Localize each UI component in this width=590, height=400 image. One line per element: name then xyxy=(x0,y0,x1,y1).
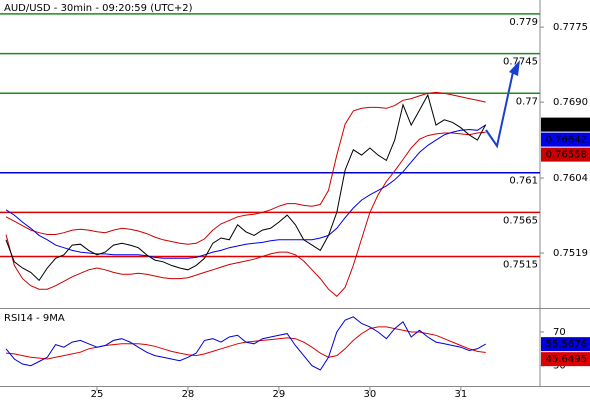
last-value-label: 0.76645 xyxy=(546,120,587,131)
level-label: 0.7745 xyxy=(503,57,538,68)
last-value-badge xyxy=(541,352,590,367)
level-label: 0.761 xyxy=(509,176,538,187)
level-label: 0.7565 xyxy=(503,215,538,226)
last-value-badge xyxy=(541,117,590,132)
chart-title: AUD/USD - 30min - 09:20:59 (UTC+2) xyxy=(4,3,193,14)
last-value-label: 0.76642 xyxy=(546,135,587,146)
last-value-badge xyxy=(541,147,590,162)
level-label: 0.7515 xyxy=(503,260,538,271)
x-tick-label: 31 xyxy=(454,389,467,400)
last-value-badge xyxy=(541,132,590,147)
y-tick-label: 30 xyxy=(553,361,566,372)
series-line xyxy=(5,316,486,371)
series-line xyxy=(5,131,486,297)
y-tick-label: 70 xyxy=(553,327,566,338)
forecast-arrowhead xyxy=(509,60,520,76)
y-tick-label: 0.7604 xyxy=(553,173,588,184)
forecast-arrow xyxy=(485,71,514,149)
y-tick-label: 0.7775 xyxy=(553,22,588,33)
last-value-badge xyxy=(541,337,590,352)
x-tick-label: 30 xyxy=(364,389,377,400)
series-line xyxy=(5,93,487,282)
level-label: 0.77 xyxy=(516,96,538,107)
x-tick-label: 28 xyxy=(182,389,195,400)
y-tick-label: 0.7519 xyxy=(553,248,588,259)
x-tick-label: 25 xyxy=(91,389,104,400)
level-label: 0.779 xyxy=(509,17,538,28)
last-value-label: 0.76558 xyxy=(546,150,587,161)
series-line xyxy=(5,124,486,259)
series-line xyxy=(5,91,486,245)
x-tick-label: 29 xyxy=(273,389,286,400)
last-value-label: 55.5676 xyxy=(546,339,587,350)
last-value-label: 45.6495 xyxy=(546,354,587,365)
y-tick-label: 0.7690 xyxy=(553,97,588,108)
panel-title: RSI14 - 9MA xyxy=(4,313,65,324)
